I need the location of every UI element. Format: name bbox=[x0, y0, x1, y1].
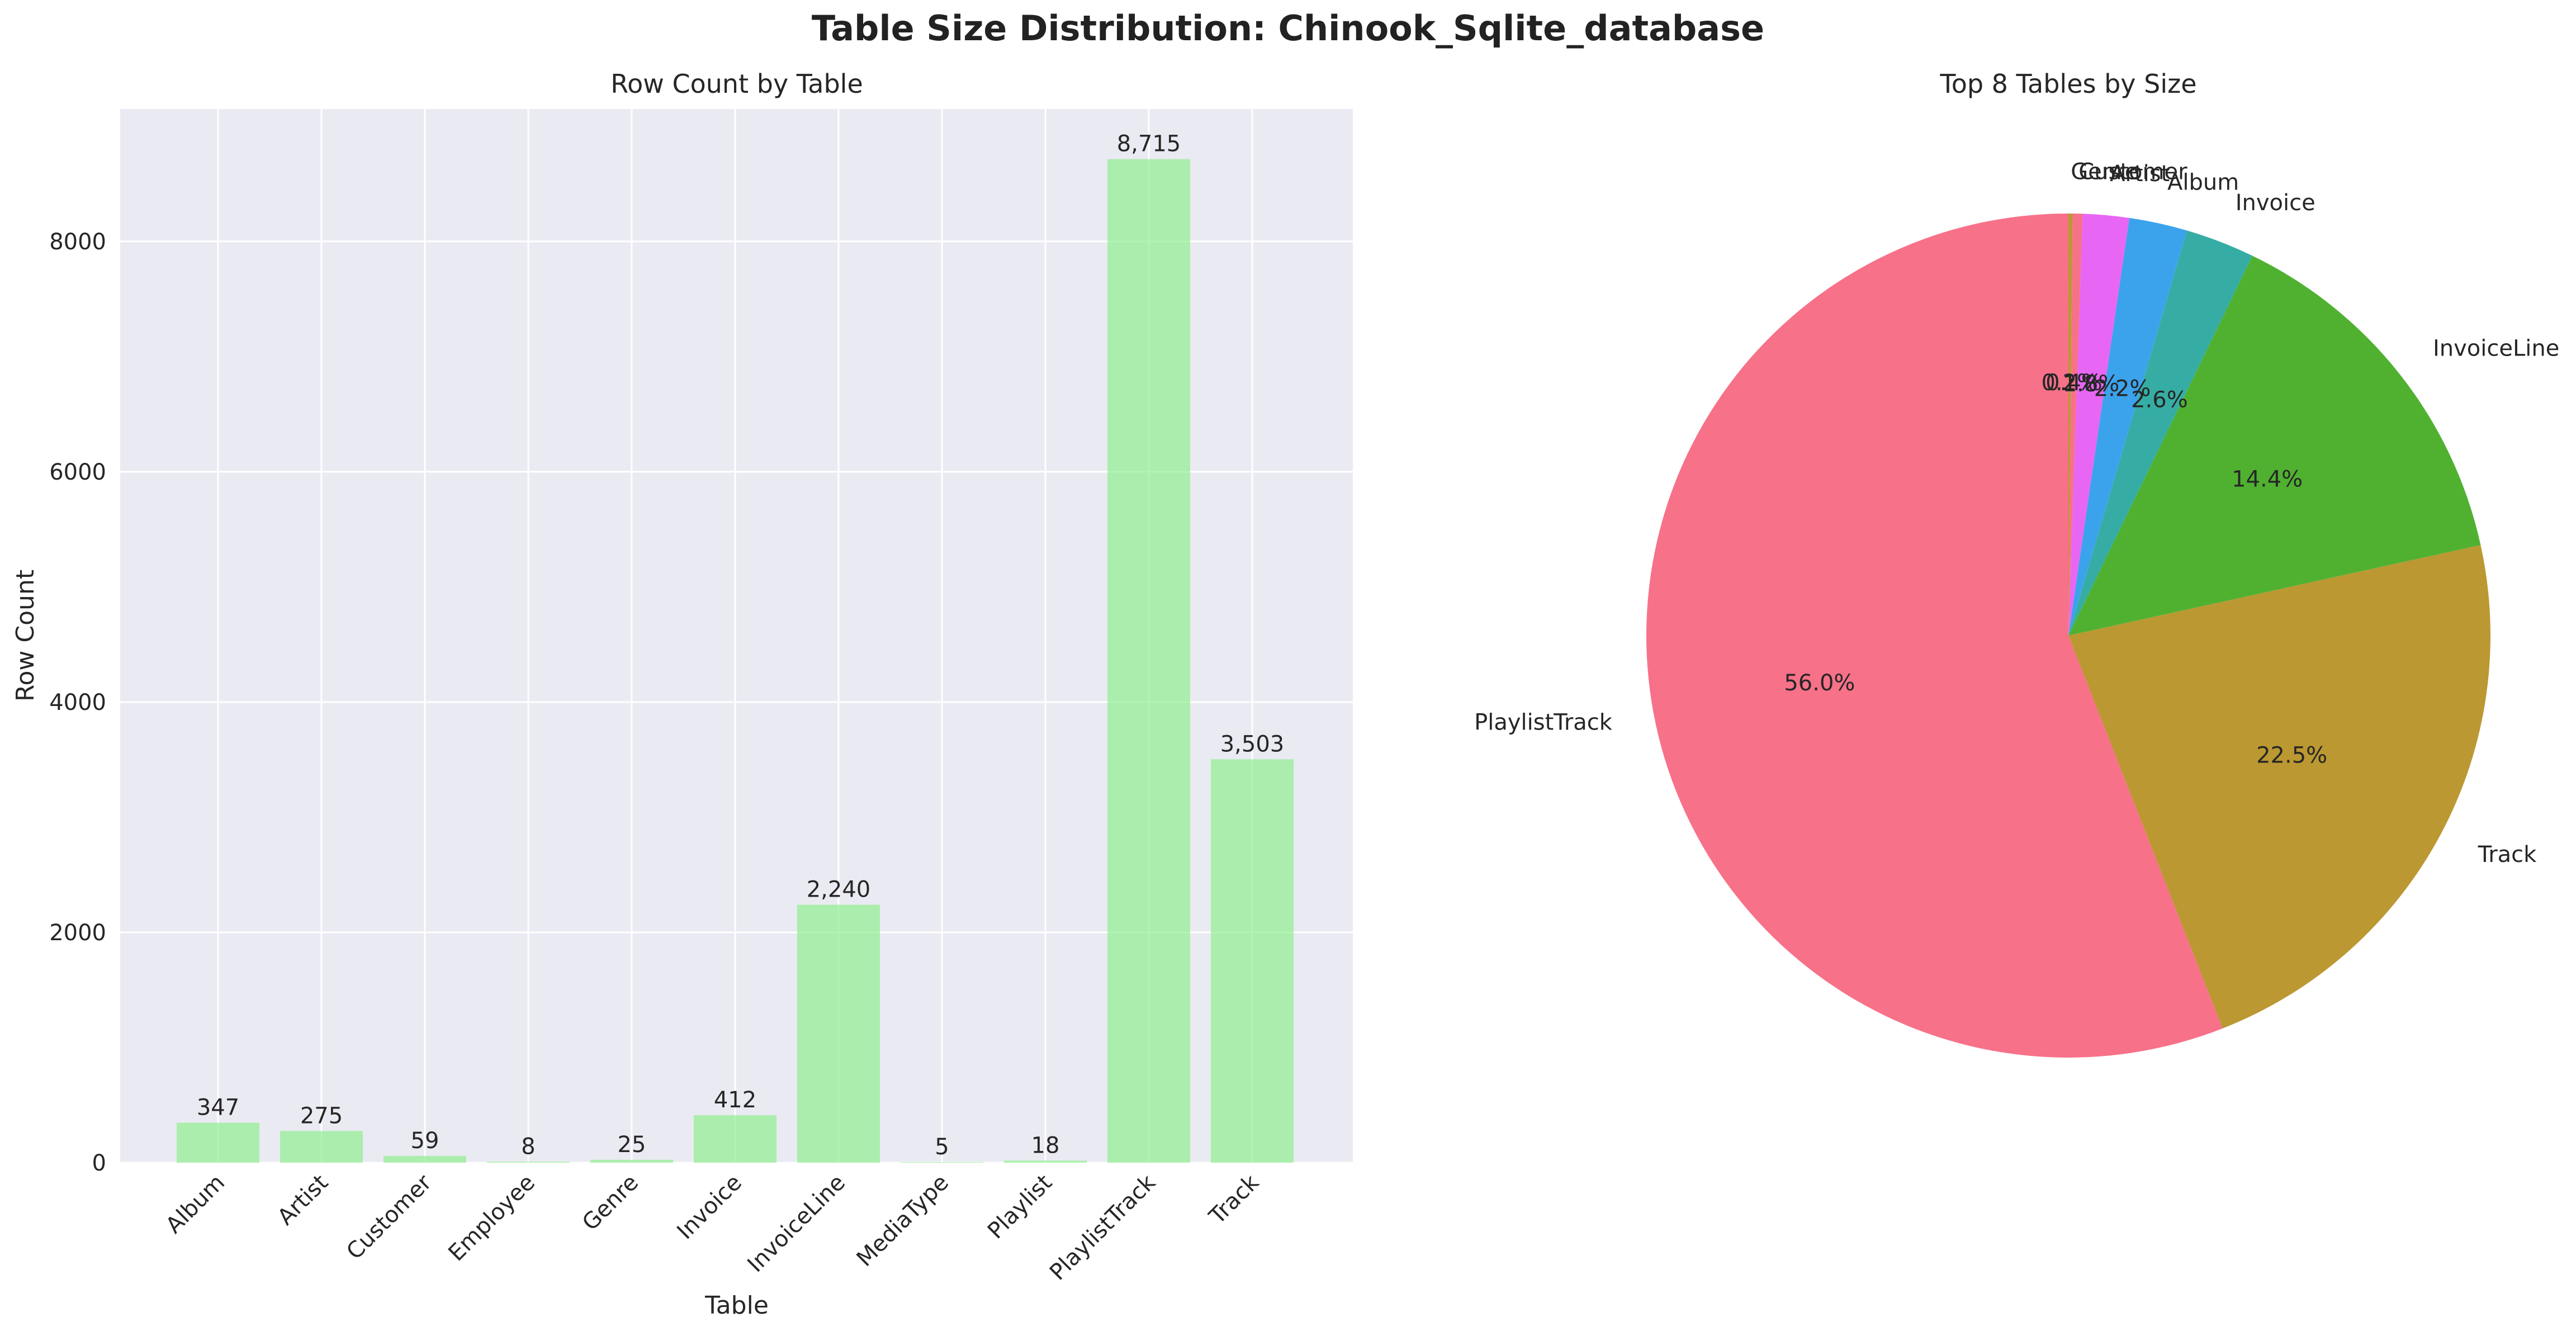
pie-slice-album bbox=[2068, 217, 2187, 636]
pie-slice-label: Album bbox=[2167, 170, 2239, 196]
pie-chart-title: Top 8 Tables by Size bbox=[1939, 69, 2196, 99]
bar-value-label: 18 bbox=[1031, 1133, 1060, 1158]
bar-playlist bbox=[1004, 1160, 1087, 1163]
x-tick-label: Customer bbox=[342, 1169, 437, 1264]
x-tick-label: Genre bbox=[577, 1170, 643, 1236]
y-tick-label: 6000 bbox=[49, 459, 106, 485]
pie-slice-label: Genre bbox=[2071, 159, 2138, 185]
pie-percent-label: 2.2% bbox=[2094, 376, 2151, 401]
x-tick-label: Artist bbox=[273, 1170, 333, 1230]
bar-value-label: 25 bbox=[618, 1132, 646, 1158]
pie-chart-slices bbox=[1646, 214, 2491, 1058]
pie-slice-label: PlaylistTrack bbox=[1474, 709, 1613, 735]
pie-percent-label: 22.5% bbox=[2256, 742, 2327, 768]
bar-employee bbox=[487, 1162, 570, 1163]
x-tick-label: Invoice bbox=[672, 1170, 747, 1245]
pie-slice-genre bbox=[2068, 214, 2073, 636]
bar-chart-x-axis-label: Table bbox=[704, 1291, 769, 1320]
pie-slice-label: Invoice bbox=[2236, 190, 2315, 216]
bar-chart-y-axis-label: Row Count bbox=[11, 570, 40, 702]
pie-slice-label: Artist bbox=[2110, 161, 2170, 187]
bar-chart-title: Row Count by Table bbox=[610, 69, 863, 99]
x-tick-label: Employee bbox=[443, 1170, 540, 1267]
bar-track bbox=[1211, 759, 1294, 1163]
x-tick-label: Album bbox=[161, 1170, 230, 1239]
bar-playlisttrack bbox=[1107, 159, 1190, 1163]
bar-chart-value-labels: 347 275 59 8 25 412 2,240 5 18 8,715 3,503 bbox=[197, 131, 1284, 1160]
pie-slice-invoiceline bbox=[2068, 255, 2481, 636]
pie-chart: Top 8 Tables by Size PlaylistTrack Track I… bbox=[1474, 69, 2559, 1058]
figure-title: Table Size Distribution: Chinook_Sqlite_… bbox=[812, 8, 1764, 49]
bar-album bbox=[177, 1122, 259, 1163]
bar-value-label: 275 bbox=[300, 1103, 343, 1129]
pie-slice-invoice bbox=[2068, 230, 2253, 636]
pie-slice-customer bbox=[2068, 214, 2083, 636]
pie-slice-track bbox=[2068, 545, 2491, 1029]
y-tick-label: 0 bbox=[92, 1150, 106, 1176]
pie-slice-playlisttrack bbox=[1646, 214, 2223, 1058]
bar-artist bbox=[280, 1131, 363, 1163]
bar-value-label: 8 bbox=[521, 1134, 535, 1159]
bar-chart-x-ticks: Album Artist Customer Employee Genre InvoiceI… bbox=[161, 1169, 1265, 1286]
pie-slice-label: Customer bbox=[2078, 159, 2187, 185]
bar-customer bbox=[383, 1155, 466, 1163]
pie-percent-label: 0.4% bbox=[2045, 370, 2103, 396]
pie-percent-label: 2.6% bbox=[2131, 387, 2188, 413]
y-tick-label: 2000 bbox=[49, 920, 106, 946]
bar-value-label: 59 bbox=[411, 1128, 439, 1154]
bar-value-label: 5 bbox=[935, 1134, 949, 1160]
pie-percent-label: 56.0% bbox=[1784, 670, 1855, 696]
y-tick-label: 4000 bbox=[49, 690, 106, 716]
bar-chart: Row Count by Table 347 275 59 8 25 412 2,240 5 1… bbox=[11, 69, 1353, 1320]
y-tick-label: 8000 bbox=[49, 229, 106, 255]
x-tick-label: MediaType bbox=[852, 1170, 954, 1272]
pie-slice-label: InvoiceLine bbox=[2433, 336, 2559, 362]
bar-invoice bbox=[694, 1115, 776, 1163]
pie-percent-label: 0.2% bbox=[2041, 370, 2098, 396]
pie-percent-label: 14.4% bbox=[2232, 466, 2303, 492]
pie-chart-percent-labels: 56.0% 22.5% 14.4% 2.6%2.2%1.8%0.4%0.2% bbox=[1784, 370, 2327, 768]
bar-genre bbox=[590, 1159, 673, 1163]
bar-value-label: 412 bbox=[714, 1087, 756, 1113]
x-tick-label: Playlist bbox=[983, 1170, 1057, 1244]
bar-value-label: 3,503 bbox=[1220, 731, 1285, 757]
bar-value-label: 2,240 bbox=[807, 877, 871, 903]
x-tick-label: Track bbox=[1204, 1169, 1265, 1230]
pie-percent-label: 1.8% bbox=[2063, 371, 2120, 397]
pie-chart-labels: PlaylistTrack Track InvoiceLine InvoiceAlbu… bbox=[1474, 159, 2559, 868]
pie-slice-artist bbox=[2068, 214, 2129, 636]
x-tick-label: PlaylistTrack bbox=[1045, 1169, 1161, 1286]
bar-invoiceline bbox=[797, 904, 880, 1163]
bar-value-label: 8,715 bbox=[1117, 131, 1181, 157]
bar-value-label: 347 bbox=[197, 1095, 239, 1121]
bar-chart-bars bbox=[177, 159, 1294, 1163]
bar-chart-y-ticks: 0 2000 4000 6000 8000 bbox=[49, 229, 106, 1176]
bar-mediatype bbox=[901, 1162, 983, 1163]
x-tick-label: InvoiceLine bbox=[742, 1170, 850, 1278]
pie-slice-label: Track bbox=[2478, 842, 2537, 868]
